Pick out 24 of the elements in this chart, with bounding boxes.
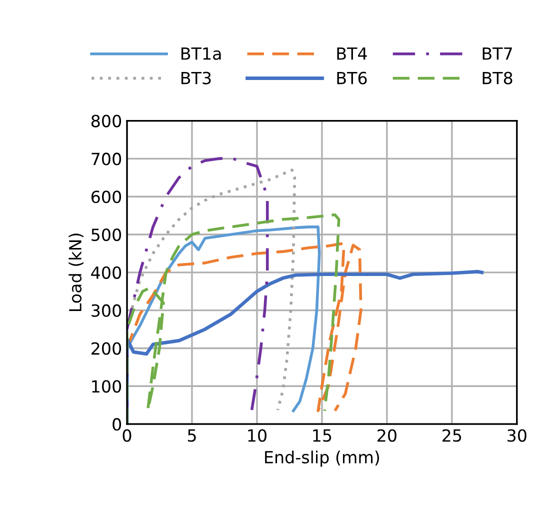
legend-label: BT6 — [337, 72, 367, 84]
y-tick-label: 800 — [91, 114, 122, 128]
y-tick-label: 400 — [91, 266, 122, 279]
x-tick-label: 0 — [122, 429, 132, 442]
y-tick-label: 0 — [112, 418, 122, 431]
x-tick-label: 10 — [248, 429, 266, 442]
y-tick-label: 600 — [91, 190, 122, 204]
y-tick-label: 200 — [92, 342, 122, 355]
x-axis-title: End-slip (mm) — [265, 450, 380, 467]
y-axis-title: Load (kN) — [68, 234, 84, 311]
legend-label: BT8 — [482, 72, 512, 84]
y-tick-label: 100 — [92, 380, 122, 393]
x-tick-label: 20 — [378, 429, 396, 442]
y-tick-label: 500 — [92, 228, 122, 242]
y-tick-label: 700 — [92, 152, 122, 166]
legend-label: BT7 — [482, 48, 512, 60]
x-tick-label: 15 — [313, 429, 332, 442]
x-tick-label: 30 — [508, 429, 526, 442]
legend-label: BT3 — [181, 72, 211, 84]
x-tick-label: 5 — [188, 429, 196, 442]
y-tick-label: 300 — [92, 304, 122, 317]
x-tick-label: 25 — [442, 429, 462, 442]
legend-label: BT4 — [337, 48, 367, 60]
legend-label: BT1a — [181, 48, 221, 60]
